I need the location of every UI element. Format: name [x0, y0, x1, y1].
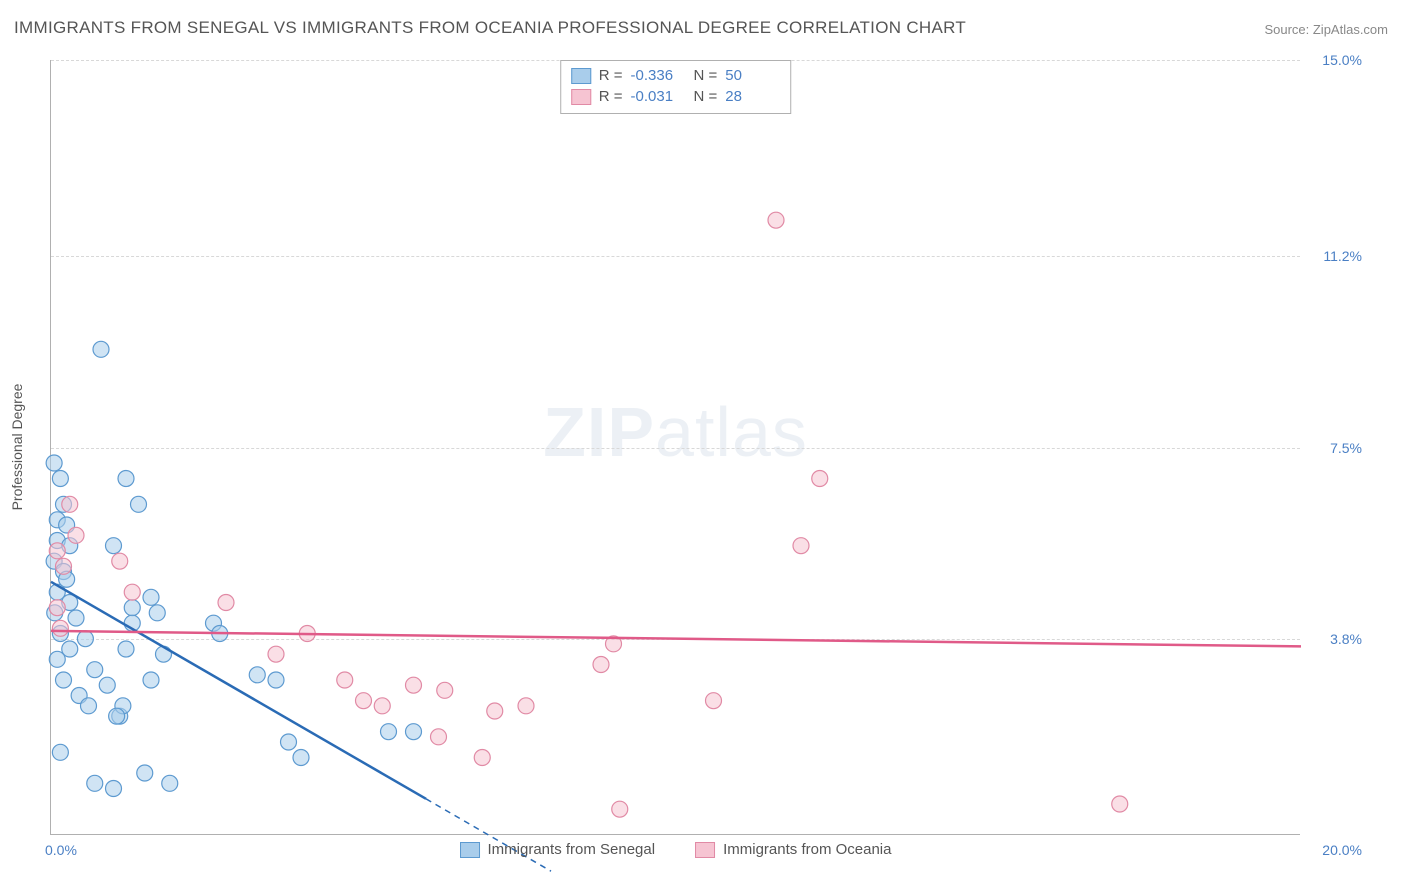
data-point [612, 801, 628, 817]
correlation-legend: R = -0.336 N = 50 R = -0.031 N = 28 [560, 60, 792, 114]
data-point [62, 496, 78, 512]
regression-line [51, 631, 1301, 647]
data-point [68, 527, 84, 543]
chart-plot-area: Professional Degree ZIPatlas 3.8%7.5%11.… [50, 60, 1300, 835]
data-point [487, 703, 503, 719]
data-point [162, 775, 178, 791]
source-prefix: Source: [1264, 22, 1312, 37]
data-point [431, 729, 447, 745]
data-point [374, 698, 390, 714]
data-point [593, 657, 609, 673]
data-point [49, 600, 65, 616]
data-point [356, 693, 372, 709]
swatch-senegal [460, 842, 480, 858]
data-point [99, 677, 115, 693]
y-tick-label: 3.8% [1330, 631, 1362, 647]
data-point [518, 698, 534, 714]
data-point [812, 471, 828, 487]
data-point [52, 471, 68, 487]
r-value: -0.031 [631, 88, 686, 105]
r-label: R = [599, 88, 623, 105]
data-point [281, 734, 297, 750]
x-axis-min: 0.0% [45, 842, 77, 858]
legend-item-senegal: Immigrants from Senegal [460, 841, 656, 858]
data-point [406, 677, 422, 693]
data-point [143, 589, 159, 605]
y-tick-label: 15.0% [1322, 52, 1362, 68]
data-point [109, 708, 125, 724]
n-value: 28 [725, 88, 780, 105]
swatch-oceania [695, 842, 715, 858]
swatch-oceania [571, 89, 591, 105]
data-point [268, 672, 284, 688]
n-value: 50 [725, 67, 780, 84]
swatch-senegal [571, 68, 591, 84]
series-legend: Immigrants from Senegal Immigrants from … [460, 841, 892, 858]
data-point [49, 651, 65, 667]
data-point [52, 744, 68, 760]
data-point [793, 538, 809, 554]
legend-item-oceania: Immigrants from Oceania [695, 841, 891, 858]
data-point [149, 605, 165, 621]
data-point [106, 538, 122, 554]
data-point [87, 662, 103, 678]
data-point [218, 595, 234, 611]
regression-line-extension [426, 799, 551, 871]
data-point [474, 750, 490, 766]
data-point [46, 455, 62, 471]
data-point [143, 672, 159, 688]
data-point [768, 212, 784, 228]
y-axis-title: Professional Degree [9, 384, 25, 511]
data-point [112, 553, 128, 569]
legend-row-senegal: R = -0.336 N = 50 [571, 65, 781, 86]
series-name: Immigrants from Oceania [723, 841, 891, 858]
data-point [56, 672, 72, 688]
data-point [1112, 796, 1128, 812]
data-point [706, 693, 722, 709]
data-point [118, 641, 134, 657]
data-point [437, 682, 453, 698]
source-link[interactable]: ZipAtlas.com [1313, 22, 1388, 37]
n-label: N = [694, 88, 718, 105]
source-attribution: Source: ZipAtlas.com [1264, 22, 1388, 37]
data-point [93, 341, 109, 357]
data-point [68, 610, 84, 626]
data-point [118, 471, 134, 487]
data-point [49, 543, 65, 559]
y-tick-label: 7.5% [1330, 440, 1362, 456]
data-point [56, 558, 72, 574]
x-axis-max: 20.0% [1322, 842, 1362, 858]
data-point [131, 496, 147, 512]
data-point [106, 781, 122, 797]
data-point [293, 750, 309, 766]
data-point [52, 620, 68, 636]
data-point [406, 724, 422, 740]
data-point [87, 775, 103, 791]
n-label: N = [694, 67, 718, 84]
scatter-svg [51, 60, 1300, 834]
data-point [124, 600, 140, 616]
data-point [249, 667, 265, 683]
series-name: Immigrants from Senegal [488, 841, 656, 858]
r-label: R = [599, 67, 623, 84]
data-point [124, 584, 140, 600]
data-point [77, 631, 93, 647]
data-point [137, 765, 153, 781]
data-point [337, 672, 353, 688]
data-point [81, 698, 97, 714]
data-point [268, 646, 284, 662]
data-point [156, 646, 172, 662]
r-value: -0.336 [631, 67, 686, 84]
y-tick-label: 11.2% [1323, 248, 1362, 264]
chart-title: IMMIGRANTS FROM SENEGAL VS IMMIGRANTS FR… [14, 18, 966, 38]
legend-row-oceania: R = -0.031 N = 28 [571, 86, 781, 107]
data-point [381, 724, 397, 740]
